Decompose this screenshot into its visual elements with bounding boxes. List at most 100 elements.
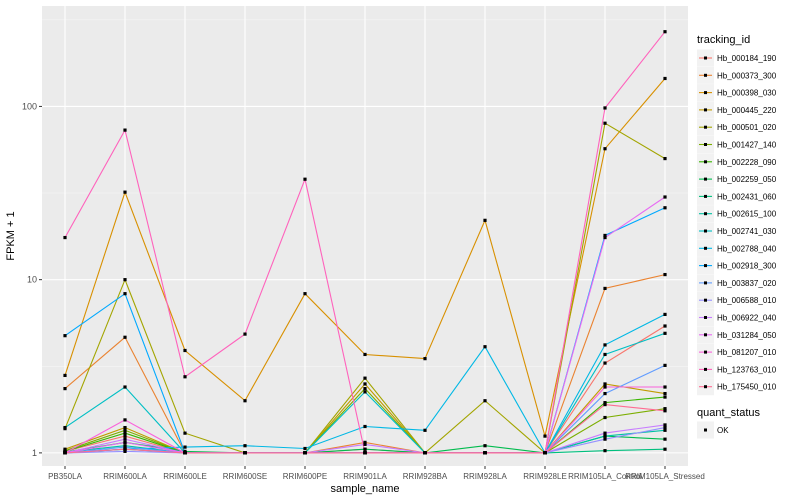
data-point bbox=[603, 233, 607, 238]
legend-point bbox=[704, 125, 707, 129]
data-point bbox=[663, 324, 667, 328]
data-point bbox=[423, 357, 427, 361]
legend-point bbox=[704, 212, 707, 216]
data-point bbox=[603, 401, 607, 405]
x-tick-label: RRIM105LA_Stressed bbox=[625, 472, 705, 481]
data-point bbox=[663, 423, 667, 427]
legend-point bbox=[704, 177, 707, 181]
legend-point bbox=[704, 367, 707, 371]
data-points bbox=[63, 30, 667, 455]
legend-point bbox=[704, 264, 707, 268]
data-point bbox=[123, 278, 127, 282]
legend-label: Hb_081207_010 bbox=[717, 348, 777, 357]
data-point bbox=[663, 30, 667, 34]
legend-point bbox=[704, 194, 707, 198]
data-point bbox=[663, 156, 667, 161]
data-point bbox=[363, 424, 367, 429]
legend-label: Hb_000398_030 bbox=[717, 89, 777, 98]
data-point bbox=[603, 415, 607, 420]
data-point bbox=[123, 292, 127, 296]
data-point bbox=[183, 375, 187, 379]
data-point bbox=[363, 390, 367, 394]
legend-point bbox=[704, 143, 707, 146]
data-point bbox=[663, 391, 667, 396]
legend-label: Hb_000184_190 bbox=[717, 54, 777, 63]
legend-label: Hb_002918_300 bbox=[717, 262, 777, 271]
data-point bbox=[243, 444, 247, 448]
data-point bbox=[303, 446, 307, 451]
legend-label: Hb_006922_040 bbox=[717, 314, 777, 323]
data-point bbox=[423, 451, 427, 455]
data-point bbox=[663, 76, 667, 81]
data-point bbox=[663, 385, 667, 389]
x-tick-label: RRIM600LA bbox=[103, 472, 147, 481]
data-point bbox=[183, 445, 187, 449]
grid-lines bbox=[42, 6, 688, 466]
data-point bbox=[483, 444, 487, 448]
legend-point bbox=[704, 350, 707, 354]
data-point bbox=[303, 177, 307, 181]
data-point bbox=[603, 434, 607, 438]
legend-title: tracking_id bbox=[697, 34, 750, 46]
data-point bbox=[363, 442, 367, 446]
data-point bbox=[663, 331, 667, 335]
data-point bbox=[663, 363, 667, 367]
data-point bbox=[603, 385, 607, 389]
x-tick-label: PB350LA bbox=[48, 472, 82, 481]
data-point bbox=[123, 434, 127, 438]
data-point bbox=[123, 128, 127, 132]
data-point bbox=[663, 395, 667, 399]
legend-point bbox=[704, 73, 707, 77]
data-point bbox=[603, 121, 607, 125]
data-point bbox=[123, 447, 127, 451]
data-point bbox=[63, 451, 67, 455]
data-point bbox=[603, 431, 607, 435]
data-point bbox=[363, 447, 367, 451]
data-point bbox=[363, 352, 367, 357]
data-point bbox=[63, 334, 67, 338]
y-axis-title: FPKM + 1 bbox=[5, 211, 17, 260]
x-axis: PB350LA RRIM600LA RRIM600LE RRIM600SE RRIM60… bbox=[48, 466, 705, 481]
legend-point bbox=[704, 56, 707, 60]
y-tick-label: 1 bbox=[32, 448, 37, 458]
data-point bbox=[603, 147, 607, 151]
data-point bbox=[63, 235, 67, 240]
legend-point bbox=[704, 91, 707, 95]
data-point bbox=[123, 449, 127, 453]
legend-point bbox=[704, 385, 707, 389]
data-point bbox=[123, 190, 127, 194]
data-point bbox=[63, 425, 67, 430]
data-point bbox=[363, 382, 367, 386]
data-point bbox=[663, 272, 667, 277]
x-tick-label: RRIM105LA_Control bbox=[568, 472, 642, 481]
legend-label: Hb_002741_030 bbox=[717, 227, 777, 236]
legend-label: Hb_001427_140 bbox=[717, 141, 777, 150]
shape-legend-title: quant_status bbox=[697, 407, 760, 419]
legend-label: Hb_000445_220 bbox=[717, 106, 777, 115]
legend-label: Hb_002431_060 bbox=[717, 192, 777, 201]
data-point bbox=[123, 335, 127, 339]
legend-label: Hb_031284_050 bbox=[717, 331, 777, 340]
data-point bbox=[663, 428, 667, 432]
legend-label: Hb_123763_010 bbox=[717, 365, 777, 374]
data-point bbox=[183, 451, 187, 455]
data-point bbox=[123, 418, 127, 422]
legend-label: Hb_002615_100 bbox=[717, 210, 777, 219]
data-point bbox=[543, 451, 547, 455]
x-tick-label: RRIM600PE bbox=[283, 472, 327, 481]
data-point bbox=[243, 451, 247, 455]
data-point bbox=[663, 312, 667, 317]
data-point bbox=[123, 431, 127, 435]
x-axis-title: sample_name bbox=[330, 483, 399, 495]
data-point bbox=[603, 106, 607, 110]
data-point bbox=[603, 437, 607, 441]
y-tick-label: 100 bbox=[22, 101, 37, 111]
data-point bbox=[483, 218, 487, 222]
data-point bbox=[483, 451, 487, 455]
data-point bbox=[603, 382, 607, 386]
data-point bbox=[603, 402, 607, 407]
data-point bbox=[663, 425, 667, 430]
data-point bbox=[363, 451, 367, 455]
data-point bbox=[603, 361, 607, 365]
